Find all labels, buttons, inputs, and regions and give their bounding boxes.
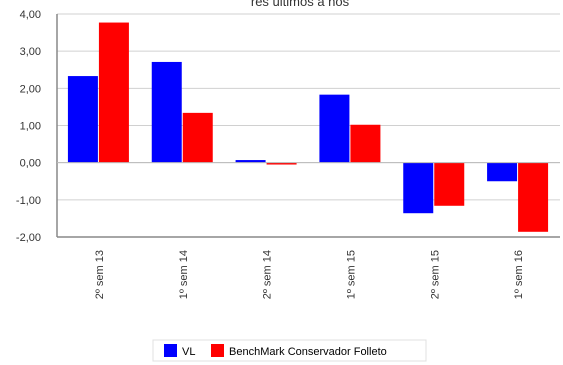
bar-benchmark-conservador-folleto bbox=[350, 124, 381, 163]
legend-label: VL bbox=[182, 346, 195, 358]
bar-benchmark-conservador-folleto bbox=[266, 162, 297, 165]
y-tick-label: 2,00 bbox=[20, 83, 41, 95]
y-tick-label: 3,00 bbox=[20, 46, 41, 58]
y-tick-label: -1,00 bbox=[16, 195, 41, 207]
bar-vl bbox=[67, 76, 98, 163]
bar-benchmark-conservador-folleto bbox=[182, 112, 213, 163]
x-tick-label: 2º sem 13 bbox=[94, 250, 106, 299]
bar-benchmark-conservador-folleto bbox=[518, 162, 549, 232]
bar-vl bbox=[487, 162, 518, 182]
y-axis-ticks: 4,00 3,00 2,00 1,00 0,00 -1,00 -2,00 bbox=[16, 9, 41, 244]
y-tick-label: -2,00 bbox=[16, 232, 41, 244]
bars bbox=[67, 22, 549, 232]
bar-benchmark-conservador-folleto bbox=[434, 162, 465, 206]
x-tick-label: 2º sem 14 bbox=[262, 250, 274, 299]
x-tick-label: 2º sem 15 bbox=[429, 250, 441, 299]
bar-vl bbox=[319, 94, 350, 163]
bar-benchmark-conservador-folleto bbox=[98, 22, 129, 163]
bar-vl bbox=[403, 162, 434, 214]
y-tick-label: 0,00 bbox=[20, 158, 41, 170]
y-tick-label: 4,00 bbox=[20, 9, 41, 21]
x-tick-label: 1º sem 15 bbox=[345, 250, 357, 299]
x-axis-ticks: 2º sem 13 1º sem 14 2º sem 14 1º sem 15 2º s… bbox=[94, 250, 525, 299]
legend-swatch bbox=[164, 344, 177, 357]
legend-label: BenchMark Conservador Folleto bbox=[229, 346, 387, 358]
chart-title: rés últimos a ños bbox=[251, 0, 350, 9]
x-tick-label: 1º sem 14 bbox=[178, 250, 190, 299]
legend-swatch bbox=[211, 344, 224, 357]
bar-vl bbox=[235, 160, 266, 163]
bar-vl bbox=[151, 61, 182, 163]
x-tick-label: 1º sem 16 bbox=[513, 250, 525, 299]
legend: VL BenchMark Conservador Folleto bbox=[152, 339, 427, 362]
gridlines bbox=[57, 13, 560, 238]
axes bbox=[56, 14, 560, 238]
y-tick-label: 1,00 bbox=[20, 121, 41, 133]
